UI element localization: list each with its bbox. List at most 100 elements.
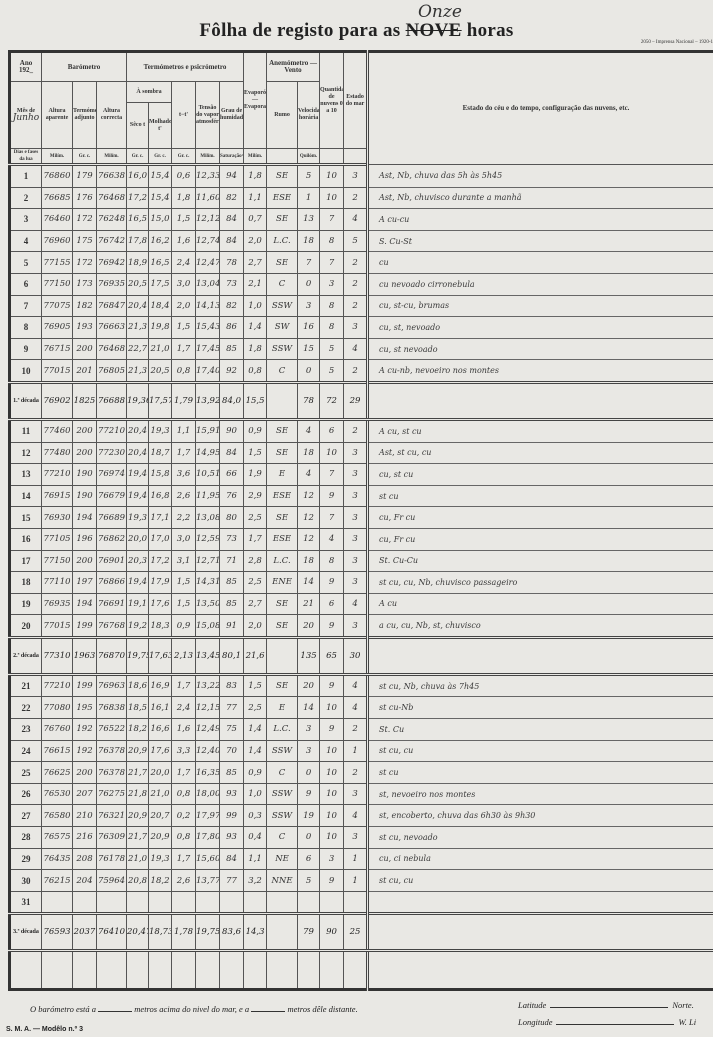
blank-cell [243, 950, 268, 992]
remarks-cell: S. Cu-St [366, 229, 713, 253]
day-number: 15 [9, 506, 42, 529]
cell-velocidade: 19 [297, 804, 321, 828]
decade-altura-aparente: 77310 [41, 635, 73, 676]
decade-summary-row: 3.ª década7659320377641020,4718,731,7819… [9, 912, 713, 953]
cell-diferenca: 3,0 [171, 272, 197, 296]
cell-rumo: SSW [266, 782, 299, 806]
cell-rumo: SE [266, 614, 299, 638]
table-row: 24 76615 192 76378 20,9 17,6 3,3 12,40 70 1,4 SSW 3… [9, 739, 713, 763]
cell-diferenca: 0,8 [171, 359, 197, 383]
cell-rumo: ESE [266, 527, 299, 551]
cell-humidade: 75 [219, 718, 245, 741]
cell-seco: 17,2 [126, 186, 150, 210]
cell-rumo: NE [266, 847, 299, 871]
cell-seco: 17,8 [126, 229, 150, 253]
cell-estado-mar: 3 [343, 782, 369, 806]
cell-seco: 21,7 [126, 761, 150, 784]
cell-humidade: 73 [219, 272, 245, 296]
table-row: 15 76930 194 76689 19,3 17,1 2,2 13,08 80 2,5 SE 12… [9, 506, 713, 529]
remarks-cell: st cu-Nb [366, 696, 713, 720]
cell-altura-aparente: 77210 [41, 673, 73, 698]
cell-diferenca: 1,7 [171, 847, 197, 871]
cell-nuvens: 10 [319, 782, 345, 806]
table-body: 1 76860 179 76638 16,0 15,4 0,6 12,33 94 1,8 SE 5 10… [9, 164, 713, 992]
nuvens-heading: Quantidade de nuvens 0 a 10 [319, 51, 345, 149]
cell-termometro-adjunto: 201 [72, 359, 97, 383]
cell-altura-aparente: 76905 [41, 316, 73, 339]
cell-molhado: 17,5 [148, 272, 173, 296]
cell-seco: 20,0 [126, 527, 150, 551]
day-number: 25 [9, 761, 42, 784]
cell-evaporacao: 1,0 [243, 294, 268, 318]
cell-estado-mar: 3 [343, 571, 369, 594]
cell-evaporacao: 1,4 [243, 718, 268, 741]
cell-molhado: 18,2 [148, 869, 173, 892]
cell-molhado: 20,7 [148, 804, 173, 828]
day-number: 20 [9, 614, 42, 638]
cell-seco: 20,9 [126, 804, 150, 828]
table-row: 8 76905 193 76663 21,3 19,8 1,5 15,43 86 1,4 SW 16 8… [9, 316, 713, 339]
cell-nuvens: 3 [319, 847, 345, 871]
cell-seco: 16,0 [126, 164, 150, 188]
sheet-title: Fôlha de registo para as NOVE horas [0, 20, 713, 42]
cell-seco [126, 890, 150, 915]
decade-diferenca: 1,79 [171, 380, 197, 421]
molhado-heading: Molhado t' [148, 102, 173, 149]
cell-evaporacao: 1,7 [243, 527, 268, 551]
remarks-cell: st cu, cu [366, 869, 713, 892]
cell-humidade [219, 890, 245, 915]
cell-altura-aparente: 76575 [41, 826, 73, 849]
cell-molhado: 16,5 [148, 251, 173, 274]
table-row: 16 77105 196 76862 20,0 17,0 3,0 12,59 73 1,7 ESE 1… [9, 527, 713, 551]
cell-nuvens: 5 [319, 359, 345, 383]
remarks-cell: St. Cu-Cu [366, 549, 713, 573]
cell-rumo: ESE [266, 186, 299, 210]
cell-diferenca: 2,6 [171, 869, 197, 892]
cell-rumo: SSW [266, 739, 299, 763]
cell-estado-mar: 4 [343, 696, 369, 720]
blank-cell [148, 950, 173, 992]
decade-tensao-vapor: 13,459 [195, 635, 221, 676]
remarks-cell [366, 912, 713, 953]
remarks-cell: cu, st-cu, brumas [366, 294, 713, 318]
table-row: 29 76435 208 76178 21,0 19,3 1,7 15,60 84 1,1 NE 6 3… [9, 847, 713, 871]
cell-humidade: 92 [219, 359, 245, 383]
cell-altura-correcta: 76275 [95, 782, 128, 806]
decade-evaporacao: 21,6 [243, 635, 268, 676]
cell-termometro-adjunto: 190 [72, 463, 97, 486]
cell-nuvens: 10 [319, 826, 345, 849]
cell-tensao-vapor: 12,15 [195, 696, 221, 720]
cell-diferenca: 1,7 [171, 673, 197, 698]
cell-estado-mar: 2 [343, 761, 369, 784]
cell-velocidade: 16 [297, 316, 321, 339]
blank-cell [366, 950, 713, 992]
remarks-cell: st cu [366, 484, 713, 508]
cell-diferenca: 0,8 [171, 782, 197, 806]
cell-estado-mar: 3 [343, 527, 369, 551]
cell-estado-mar: 3 [343, 614, 369, 638]
cell-molhado: 19,8 [148, 316, 173, 339]
decade-humidade: 84,0 [219, 380, 245, 421]
cell-velocidade: 12 [297, 484, 321, 508]
dias-heading: Dias e fases da lua [9, 148, 42, 166]
remarks-cell: cu, st nevoado [366, 337, 713, 361]
cell-rumo: SE [266, 164, 299, 188]
day-number: 17 [9, 549, 42, 573]
table-row: 31 [9, 890, 713, 915]
cell-tensao-vapor: 12,47 [195, 251, 221, 274]
remarks-cell: A cu-cu [366, 208, 713, 231]
a-sombra-heading: À sombra [126, 81, 173, 103]
cell-molhado: 17,9 [148, 571, 173, 594]
cell-nuvens: 5 [319, 337, 345, 361]
remarks-cell: st, encoberto, chuva das 6h30 às 9h30 [366, 804, 713, 828]
cell-termometro-adjunto: 192 [72, 739, 97, 763]
day-number: 11 [9, 418, 42, 443]
cell-evaporacao: 2,8 [243, 549, 268, 573]
cell-tensao-vapor: 15,08 [195, 614, 221, 638]
remarks-cell: st cu, nevoado [366, 826, 713, 849]
cell-estado-mar: 4 [343, 804, 369, 828]
cell-rumo: NNE [266, 869, 299, 892]
altura-correcta-heading: Altura correcta [95, 81, 128, 149]
cell-tensao-vapor: 14,31 [195, 571, 221, 594]
cell-evaporacao: 1,1 [243, 847, 268, 871]
